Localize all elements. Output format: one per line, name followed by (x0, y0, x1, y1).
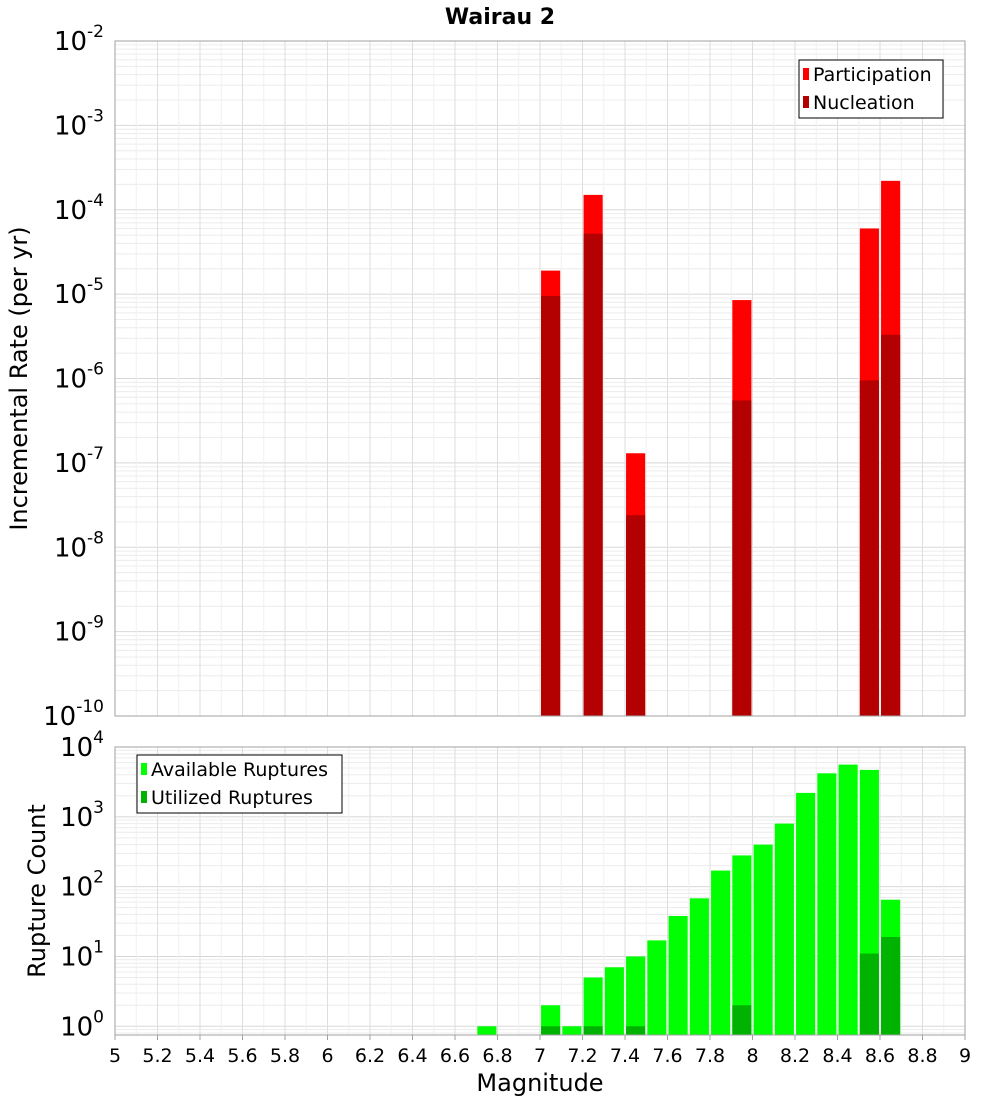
bar (859, 380, 879, 716)
bar (796, 792, 816, 1035)
bottom-ylabel: Rupture Count (23, 804, 51, 978)
x-tick-label: 6.8 (482, 1045, 512, 1067)
top-grid (114, 41, 966, 717)
bar (881, 936, 901, 1035)
x-tick-label: 6.6 (440, 1045, 470, 1067)
y-tick-label: 103 (60, 798, 104, 833)
legend-box (798, 59, 944, 119)
top-ylabel: Incremental Rate (per yr) (5, 226, 33, 530)
bar (626, 956, 646, 1035)
y-tick-label: 10-4 (54, 191, 104, 226)
x-tick-label: 8.8 (907, 1045, 937, 1067)
x-tick-label: 5.4 (185, 1045, 215, 1067)
x-tick-label: 8.4 (822, 1045, 852, 1067)
legend-label: Utilized Ruptures (151, 787, 313, 809)
bar (668, 915, 688, 1035)
x-tick-label: 7.4 (610, 1045, 640, 1067)
legend-swatch (141, 763, 147, 775)
bar (732, 1005, 752, 1035)
bottom-xlabel: Magnitude (476, 1069, 603, 1097)
bar (477, 1026, 497, 1035)
bar (838, 764, 858, 1035)
bar (562, 1026, 582, 1035)
y-tick-label: 10-3 (54, 106, 104, 141)
y-tick-label: 101 (60, 937, 104, 972)
chart-title: Wairau 2 (445, 5, 555, 30)
x-tick-label: 7.6 (652, 1045, 682, 1067)
legend-label: Nucleation (813, 92, 915, 114)
top-series-1 (541, 233, 901, 716)
bar (881, 334, 901, 716)
x-tick-label: 6.2 (355, 1045, 385, 1067)
y-tick-label: 10-2 (54, 22, 104, 57)
top-legend: Participation Nucleation (798, 59, 944, 119)
top-panel: 10-10 10-9 10-8 10-7 10-6 10-5 10-4 10-3 10-2 Inc… (5, 22, 966, 732)
y-tick-label: 10-9 (54, 613, 104, 648)
bar (817, 773, 837, 1035)
x-tick-label: 9 (959, 1045, 971, 1067)
bar (583, 1026, 603, 1035)
bar (583, 977, 603, 1035)
bar (541, 296, 561, 716)
y-tick-label: 100 (60, 1007, 104, 1042)
x-tick-label: 5 (109, 1045, 121, 1067)
bar (689, 898, 709, 1035)
x-tick-label: 7 (534, 1045, 546, 1067)
bar (541, 1026, 561, 1035)
x-tick-label: 8.2 (780, 1045, 810, 1067)
y-tick-label: 10-7 (54, 444, 104, 479)
bar (604, 967, 624, 1035)
x-tick-label: 8.6 (865, 1045, 895, 1067)
x-tick-label: 6 (321, 1045, 333, 1067)
bottom-panel: 100 101 102 103 104 Rupture Count Available Ru… (23, 728, 971, 1097)
bar (583, 233, 603, 716)
legend-label: Available Ruptures (151, 759, 328, 781)
y-tick-label: 102 (60, 868, 104, 903)
x-tick-label: 5.2 (142, 1045, 172, 1067)
x-tick-label: 7.2 (567, 1045, 597, 1067)
x-tick-label: 7.8 (695, 1045, 725, 1067)
x-tick-label: 6.4 (397, 1045, 427, 1067)
bar (647, 940, 667, 1035)
bar (753, 844, 773, 1035)
legend-label: Participation (813, 64, 932, 86)
bar (732, 855, 752, 1035)
y-tick-label: 10-10 (43, 697, 104, 732)
bottom-legend: Available Ruptures Utilized Ruptures (136, 754, 343, 814)
y-tick-label: 10-6 (54, 360, 104, 395)
bar (732, 400, 752, 716)
y-tick-label: 10-8 (54, 528, 104, 563)
x-tick-label: 8 (746, 1045, 758, 1067)
legend-box (136, 754, 343, 814)
legend-swatch (803, 68, 809, 80)
bar (774, 823, 794, 1035)
legend-swatch (141, 791, 147, 803)
x-tick-label: 5.8 (270, 1045, 300, 1067)
x-tick-label: 5.6 (227, 1045, 257, 1067)
bottom-series-1 (541, 936, 901, 1035)
bar (626, 515, 646, 716)
legend-swatch (803, 96, 809, 108)
bottom-series-0 (477, 764, 901, 1035)
bar (859, 953, 879, 1035)
bar (711, 870, 731, 1035)
y-tick-label: 10-5 (54, 275, 104, 310)
top-frame (114, 40, 966, 717)
bar (626, 1026, 646, 1035)
y-tick-label: 104 (60, 728, 104, 763)
